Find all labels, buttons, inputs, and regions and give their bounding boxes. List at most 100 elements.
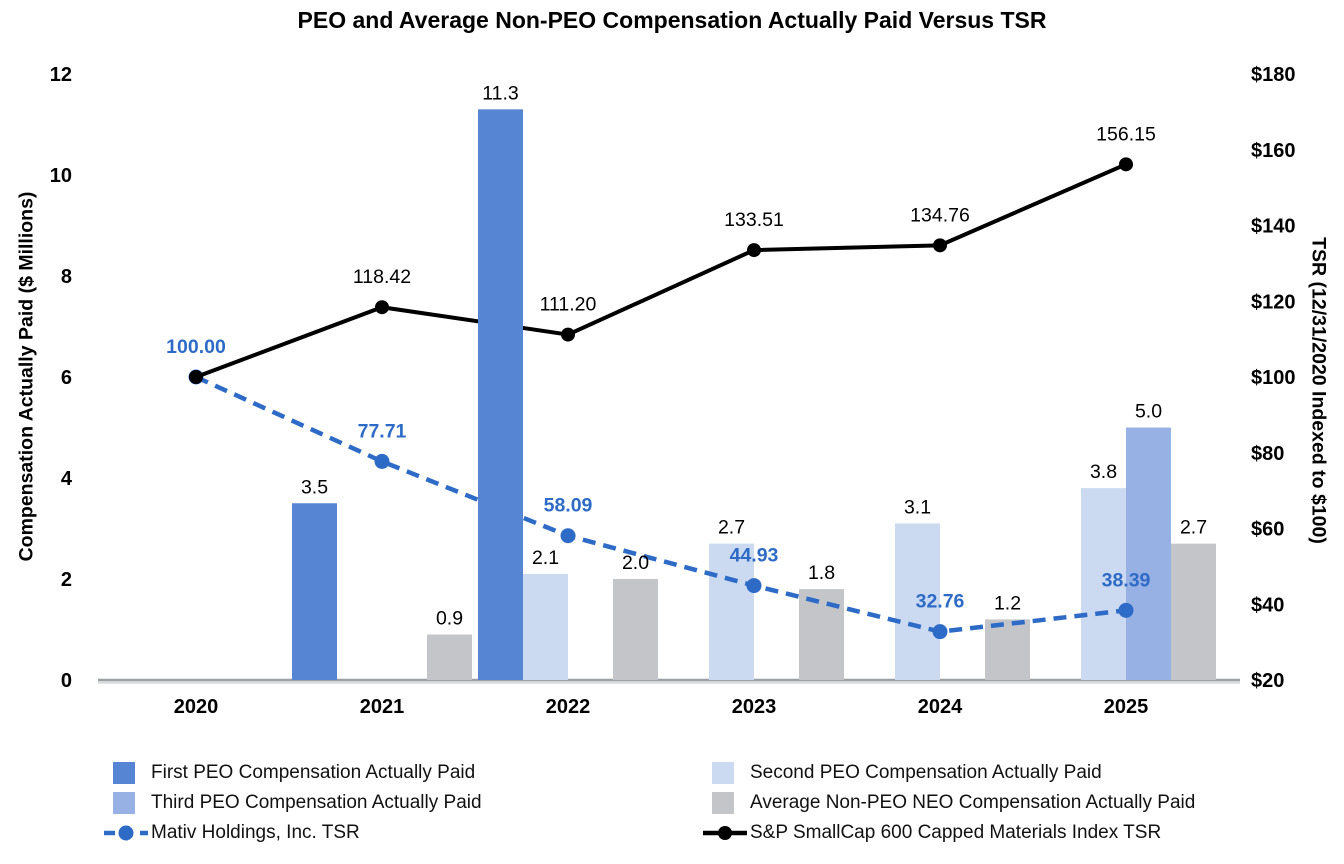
solid-line-marker-icon (702, 822, 750, 844)
left-axis-tick-6: 6 (61, 367, 72, 389)
right-axis-tick-100: $100 (1251, 367, 1296, 389)
legend-item: Mativ Holdings, Inc. TSR (103, 822, 702, 844)
point-mativ-tsr-2022 (560, 528, 576, 544)
point-label-mativ-tsr-2023: 44.93 (730, 545, 779, 567)
right-axis-tick-120: $120 (1251, 291, 1296, 313)
x-axis-label-2022: 2022 (546, 696, 591, 718)
legend-label: Third PEO Compensation Actually Paid (151, 792, 482, 813)
dashed-line-marker-icon (104, 825, 148, 841)
x-axis-label-2024: 2024 (918, 696, 963, 718)
legend-item: Average Non-PEO NEO Compensation Actuall… (702, 792, 1195, 814)
left-axis-tick-10: 10 (50, 165, 72, 187)
point-sp600-tsr-2025 (1119, 157, 1133, 172)
bar-label-first-peo-2022: 11.3 (482, 82, 519, 104)
bar-label-second-peo-2023: 2.7 (718, 517, 745, 539)
left-axis-tick-12: 12 (50, 64, 72, 86)
bar-third-peo-2025 (1126, 427, 1171, 680)
bar-label-second-peo-2024: 3.1 (904, 496, 931, 518)
right-axis-tick-160: $160 (1251, 140, 1296, 162)
right-axis-tick-140: $140 (1251, 216, 1296, 238)
point-sp600-tsr-2023 (747, 243, 761, 258)
solid-line-marker-icon (703, 826, 747, 840)
point-label-mativ-tsr-2020: 100.00 (166, 336, 226, 358)
bar-second-peo-2023 (709, 543, 754, 680)
line-sp600-tsr (195, 162, 1127, 379)
bar-label-third-peo-2025: 5.0 (1135, 401, 1162, 423)
left-axis-tick-4: 4 (61, 468, 73, 490)
legend-swatch-icon (702, 792, 750, 814)
bar-avg-non-peo-2023 (799, 589, 844, 680)
point-mativ-tsr-2021 (374, 453, 390, 469)
point-mativ-tsr-2025 (1118, 602, 1134, 618)
bar-label-avg-non-peo-2022: 2.0 (622, 552, 649, 574)
left-axis-tick-0: 0 (61, 670, 72, 692)
point-label-sp600-tsr-2024: 134.76 (910, 204, 970, 226)
legend-column-2: Second PEO Compensation Actually Paid Ave… (702, 762, 1195, 844)
right-axis-tick-180: $180 (1251, 64, 1296, 86)
bar-label-avg-non-peo-2023: 1.8 (808, 562, 835, 584)
legend-swatch-icon (103, 792, 151, 814)
point-sp600-tsr-2020 (189, 370, 203, 384)
point-sp600-tsr-2022 (561, 327, 575, 342)
point-mativ-tsr-2024 (932, 624, 948, 640)
right-axis-tick-80: $80 (1251, 443, 1284, 465)
point-label-mativ-tsr-2021: 77.71 (358, 420, 407, 442)
right-axis-tick-60: $60 (1251, 519, 1284, 541)
bar-label-avg-non-peo-2021: 0.9 (436, 608, 463, 630)
series-color-swatch (712, 792, 734, 814)
bar-second-peo-2022 (523, 573, 568, 680)
legend-item: Third PEO Compensation Actually Paid (103, 792, 702, 814)
legend-label: Average Non-PEO NEO Compensation Actuall… (750, 792, 1196, 813)
chart-title: PEO and Average Non-PEO Compensation Act… (297, 7, 1047, 33)
x-axis-label-2023: 2023 (732, 696, 777, 718)
line-mativ-tsr (195, 374, 1127, 634)
point-sp600-tsr-2021 (375, 300, 389, 315)
left-axis-tick-2: 2 (61, 569, 72, 591)
legend-label: First PEO Compensation Actually Paid (151, 762, 476, 783)
point-label-sp600-tsr-2023: 133.51 (724, 209, 784, 231)
point-label-mativ-tsr-2024: 32.76 (916, 591, 965, 613)
bar-label-avg-non-peo-2025: 2.7 (1180, 517, 1207, 539)
point-mativ-tsr-2023 (746, 578, 762, 594)
point-label-sp600-tsr-2021: 118.42 (353, 266, 411, 288)
point-label-sp600-tsr-2025: 156.15 (1096, 123, 1156, 145)
bar-label-avg-non-peo-2024: 1.2 (994, 592, 1021, 614)
bar-avg-non-peo-2025 (1171, 543, 1216, 680)
point-label-sp600-tsr-2022: 111.20 (540, 294, 597, 316)
legend-swatch-icon (103, 762, 151, 784)
series-color-swatch (113, 762, 135, 784)
bar-first-peo-2021 (292, 503, 337, 680)
right-axis-tick-40: $40 (1251, 594, 1284, 616)
left-axis-tick-8: 8 (61, 266, 72, 288)
x-axis-label-2025: 2025 (1104, 696, 1149, 718)
bar-label-second-peo-2022: 2.1 (532, 547, 559, 569)
legend-label: S&P SmallCap 600 Capped Materials Index … (750, 822, 1162, 843)
point-sp600-tsr-2024 (933, 238, 947, 253)
bar-avg-non-peo-2021 (427, 634, 472, 680)
bar-avg-non-peo-2024 (985, 619, 1030, 680)
point-label-mativ-tsr-2022: 58.09 (544, 495, 593, 517)
bar-first-peo-2022 (478, 109, 523, 681)
x-axis-label-2020: 2020 (174, 696, 219, 718)
legend-label: Second PEO Compensation Actually Paid (750, 762, 1102, 783)
legend-label: Mativ Holdings, Inc. TSR (151, 822, 360, 843)
x-axis-label-2021: 2021 (360, 696, 405, 718)
dashed-line-marker-icon (103, 822, 151, 844)
series-color-swatch (712, 762, 734, 784)
bar-label-second-peo-2025: 3.8 (1090, 461, 1117, 483)
bar-second-peo-2024 (895, 523, 940, 680)
legend-swatch-icon (702, 762, 750, 784)
point-label-mativ-tsr-2025: 38.39 (1102, 569, 1151, 591)
legend-item: Second PEO Compensation Actually Paid (702, 762, 1195, 784)
legend-item: S&P SmallCap 600 Capped Materials Index … (702, 822, 1195, 844)
right-axis-tick-20: $20 (1251, 670, 1284, 692)
legend-item: First PEO Compensation Actually Paid (103, 762, 702, 784)
series-color-swatch (113, 792, 135, 814)
bar-second-peo-2025 (1081, 488, 1126, 680)
legend-column-1: First PEO Compensation Actually Paid Thir… (103, 762, 702, 844)
bar-avg-non-peo-2022 (613, 579, 658, 680)
bar-label-first-peo-2021: 3.5 (301, 476, 328, 498)
chart-legend: First PEO Compensation Actually Paid Thir… (103, 762, 1195, 844)
